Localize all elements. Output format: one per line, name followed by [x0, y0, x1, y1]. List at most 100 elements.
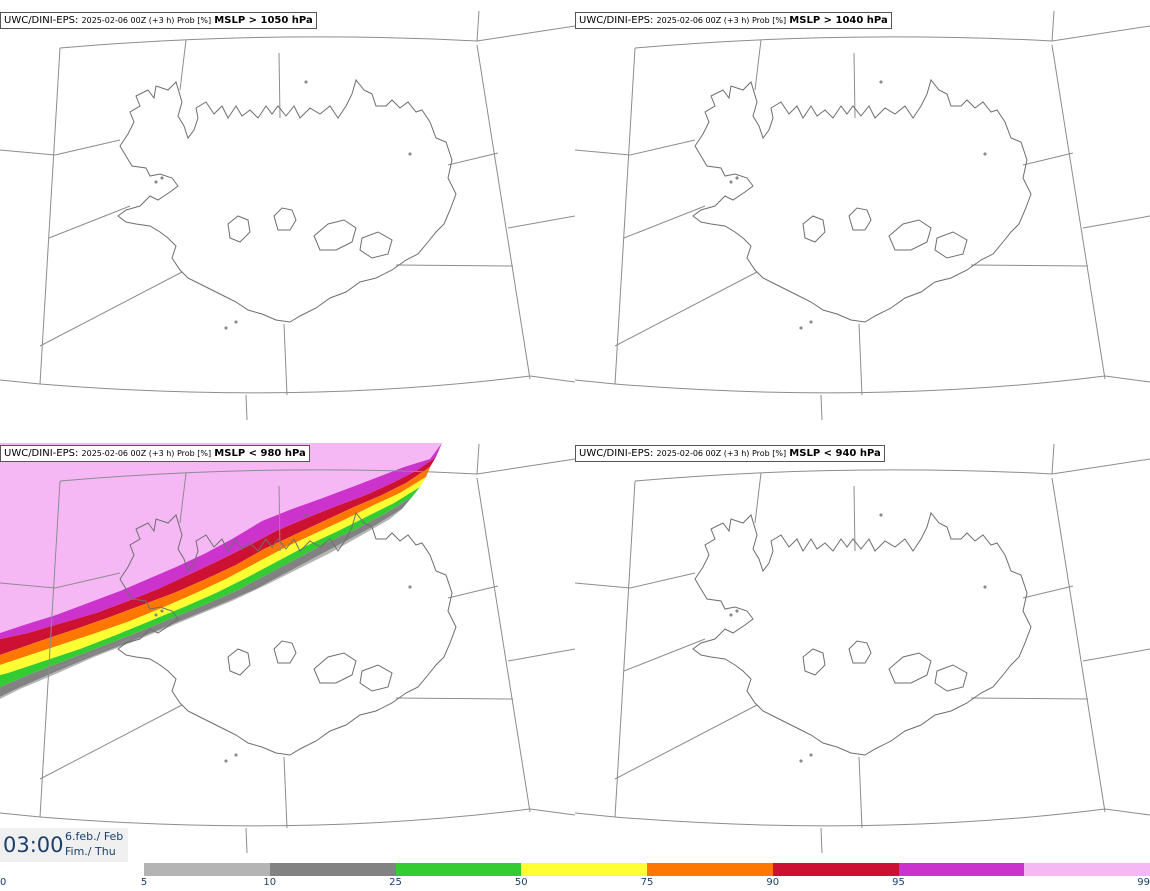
run-info: 2025-02-06 00Z (+3 h) Prob [%]	[81, 16, 212, 25]
graticule-line	[754, 39, 762, 91]
glacier-outline	[934, 664, 968, 692]
graticule-line	[0, 812, 41, 818]
graticule-line	[245, 394, 248, 421]
iceland-coastline	[692, 78, 1032, 323]
islet	[154, 180, 158, 184]
graticule-line	[39, 808, 531, 827]
graticule-line	[1051, 443, 1055, 475]
graticule-line	[476, 443, 480, 475]
colorbar-segment	[395, 863, 522, 876]
graticule-line	[970, 697, 1089, 700]
iceland-coastline	[117, 78, 457, 323]
graticule-line	[858, 323, 863, 396]
glacier-outline	[359, 664, 393, 692]
graticule-line	[283, 323, 288, 396]
islet	[735, 609, 739, 613]
parameter-label: MSLP < 940 hPa	[789, 448, 881, 459]
graticule-line	[48, 638, 131, 672]
map-canvas	[575, 10, 1150, 421]
islet	[234, 320, 238, 324]
graticule-line	[1051, 25, 1150, 42]
graticule-line	[179, 472, 187, 524]
graticule-line	[629, 572, 696, 589]
graticule-line	[634, 36, 1053, 49]
graticule-line	[1082, 215, 1150, 229]
colorbar-tick-label: 75	[640, 877, 654, 888]
graticule-line	[54, 572, 121, 589]
graticule-line	[476, 458, 575, 475]
graticule-line	[1051, 477, 1106, 813]
colorbar-tick-label: 0	[0, 877, 7, 888]
parameter-label: MSLP > 1040 hPa	[789, 15, 888, 26]
prob-band-95	[0, 443, 442, 639]
glacier-outline	[848, 640, 872, 664]
islet	[154, 613, 158, 617]
glacier-outline	[273, 640, 297, 664]
colorbar-segment	[772, 863, 899, 876]
panel-title: UWC/DINI-EPS: 2025-02-06 00Z (+3 h) Prob…	[0, 445, 310, 462]
graticule-line	[629, 139, 696, 156]
colorbar-tick-label: 25	[389, 877, 402, 888]
graticule-line	[48, 205, 131, 239]
graticule-line	[575, 582, 631, 589]
valid-time-box: 03:00 6.feb./ Feb Fim./ Thu	[0, 828, 128, 862]
graticule-line	[1051, 44, 1106, 380]
model-name: UWC/DINI-EPS	[4, 448, 75, 459]
map-panel-mslp-lt-940: UWC/DINI-EPS: 2025-02-06 00Z (+3 h) Prob…	[575, 443, 1150, 863]
graticule-line	[283, 756, 288, 829]
title-separator: :	[74, 448, 79, 459]
graticule-line	[614, 47, 636, 385]
graticule-line	[278, 485, 281, 552]
graticule-line	[447, 585, 499, 599]
graticule-line	[853, 52, 856, 119]
islet	[160, 176, 164, 180]
prob-band-75	[0, 467, 430, 665]
glacier-outline	[848, 207, 872, 231]
iceland-coastline	[117, 511, 457, 756]
colorbar-tick-label: 95	[892, 877, 905, 888]
graticule-line	[529, 375, 575, 383]
glacier-outline	[313, 219, 357, 251]
run-info: 2025-02-06 00Z (+3 h) Prob [%]	[656, 449, 787, 458]
graticule-line	[754, 472, 762, 524]
graticule-line	[614, 480, 636, 818]
islet	[799, 759, 803, 763]
graticule-line	[614, 808, 1106, 827]
islet	[224, 326, 228, 330]
valid-weekday: Fim./ Thu	[65, 845, 116, 858]
run-info: 2025-02-06 00Z (+3 h) Prob [%]	[656, 16, 787, 25]
graticule-line	[0, 379, 41, 385]
graticule-line	[623, 205, 706, 239]
parameter-label: MSLP < 980 hPa	[214, 448, 306, 459]
graticule-line	[970, 264, 1089, 267]
title-separator: :	[649, 448, 654, 459]
prob-band-5	[0, 509, 402, 699]
graticule-line	[59, 469, 478, 482]
glacier-outline	[802, 648, 826, 676]
colorbar-tick-label: 5	[140, 877, 148, 888]
graticule-line	[1051, 458, 1150, 475]
islet	[799, 326, 803, 330]
model-name: UWC/DINI-EPS	[579, 15, 650, 26]
islet	[408, 585, 412, 589]
graticule-line	[395, 264, 514, 267]
graticule-line	[447, 152, 499, 166]
graticule-line	[623, 638, 706, 672]
graticule-line	[278, 52, 281, 119]
graticule-line	[476, 477, 531, 813]
graticule-line	[39, 704, 183, 780]
graticule-line	[614, 704, 758, 780]
graticule-line	[575, 149, 631, 156]
islet	[809, 320, 813, 324]
map-panel-mslp-lt-980: UWC/DINI-EPS: 2025-02-06 00Z (+3 h) Prob…	[0, 443, 575, 863]
prob-band-10	[0, 497, 412, 697]
colorbar-segment	[647, 863, 773, 876]
map-panel-mslp-gt-1050: UWC/DINI-EPS: 2025-02-06 00Z (+3 h) Prob…	[0, 10, 575, 430]
islet	[224, 759, 228, 763]
graticule-line	[634, 469, 1053, 482]
graticule-line	[476, 25, 575, 42]
graticule-line	[614, 271, 758, 347]
graticule-line	[1082, 648, 1150, 662]
graticule-line	[575, 812, 616, 818]
